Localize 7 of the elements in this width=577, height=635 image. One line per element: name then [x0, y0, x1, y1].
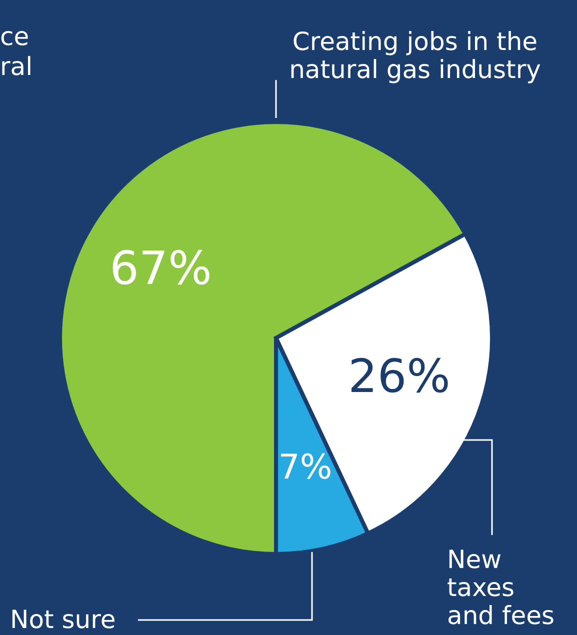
slice-label: Creating jobs in the natural gas industry [289, 27, 542, 84]
text: ce ral [0, 22, 33, 81]
slice-label: Not sure [10, 605, 116, 634]
data-label: 7% [278, 448, 332, 488]
slice-label: New taxes and fees [447, 545, 555, 630]
data-label: 26% [348, 349, 450, 404]
data-label: 67% [110, 240, 212, 295]
